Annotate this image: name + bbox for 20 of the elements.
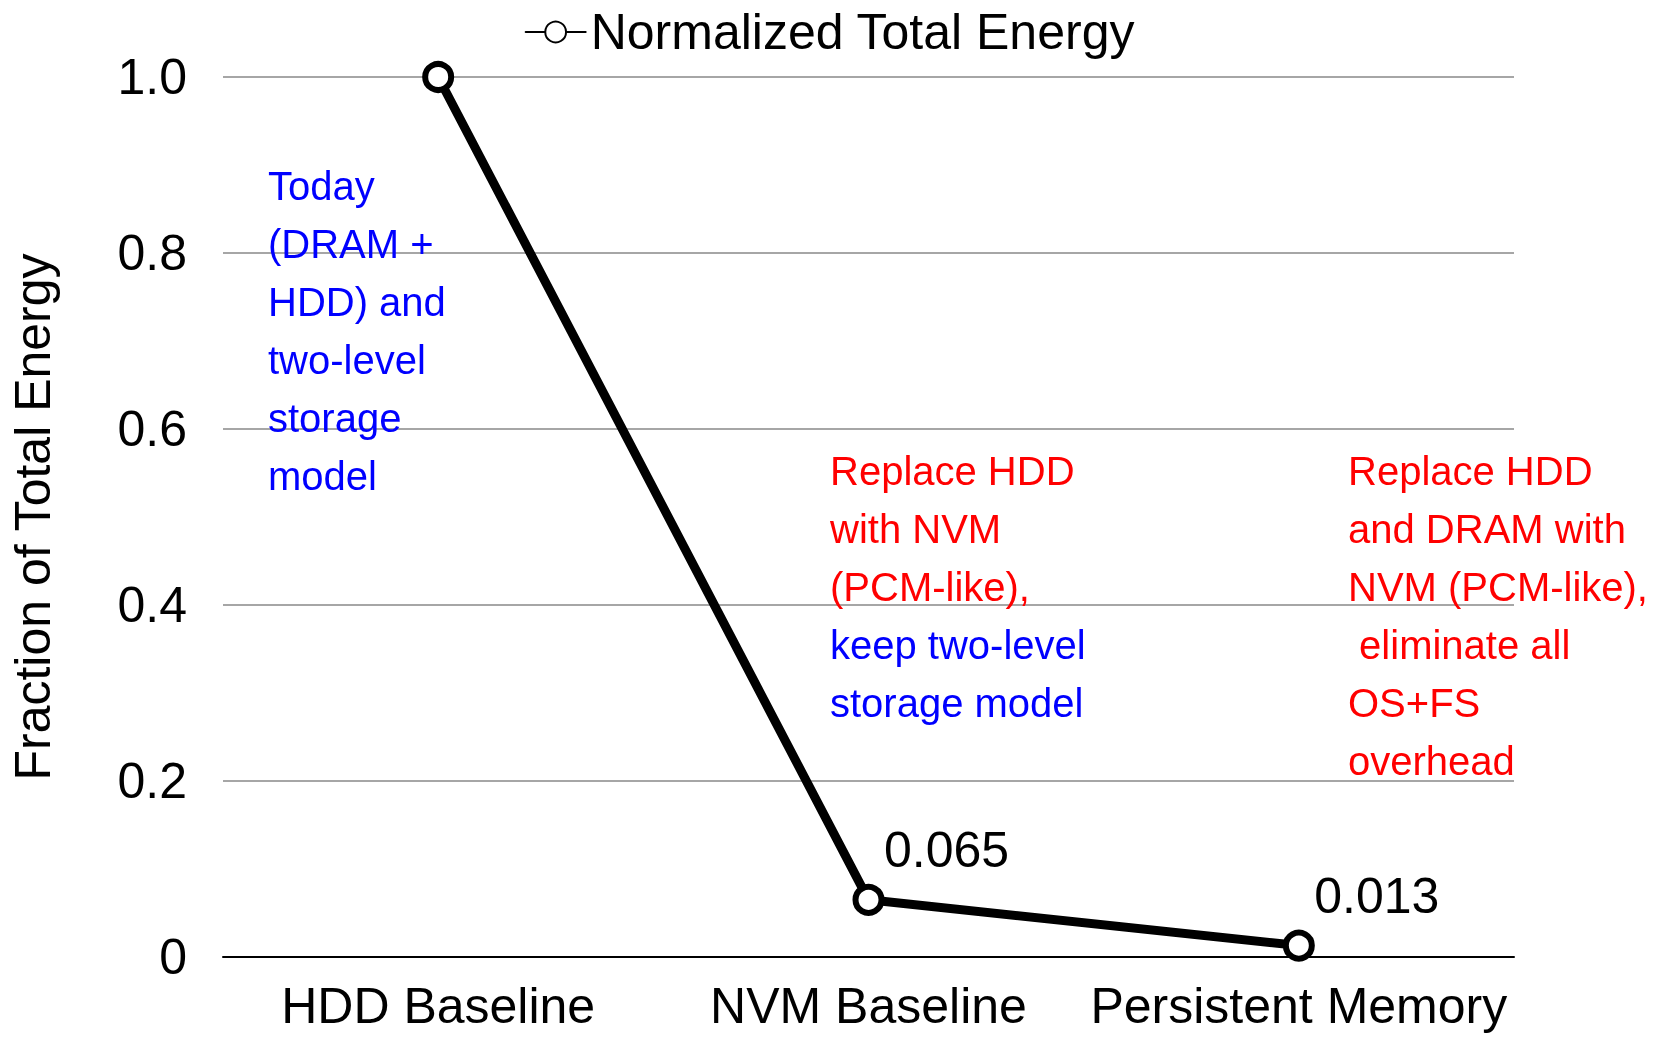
- point: [1282, 929, 1315, 962]
- y-tick-label: 0.6: [117, 401, 187, 457]
- point: [422, 61, 455, 93]
- legend-label: Normalized Total Energy: [590, 4, 1135, 60]
- x-tick-label: Persistent Memory: [1090, 978, 1508, 1034]
- point: [852, 883, 885, 916]
- x-tick-label: NVM Baseline: [710, 978, 1027, 1034]
- y-tick-label: 0.8: [117, 225, 187, 281]
- x-tick-label: HDD Baseline: [281, 978, 596, 1034]
- y-tick-label: 1.0: [117, 49, 187, 105]
- y-tick-label: 0: [159, 929, 187, 985]
- annotation: Replace HDD with NVM (PCM-like),: [829, 449, 1086, 609]
- y-axis-title: Fraction of Total Energy: [5, 253, 61, 781]
- data-label: 0.065: [883, 821, 1010, 878]
- y-tick-label: 0.4: [117, 577, 187, 633]
- annotation: Today (DRAM + HDD) and two-level storage model: [268, 164, 457, 498]
- annotation: Replace HDD and DRAM with NVM (PCM-like), eliminate all OS+FS overhead: [1348, 449, 1648, 783]
- data-label: 0.013: [1314, 867, 1440, 924]
- annotation: keep two-level storage model: [830, 623, 1097, 725]
- y-tick-label: 0.2: [117, 753, 187, 809]
